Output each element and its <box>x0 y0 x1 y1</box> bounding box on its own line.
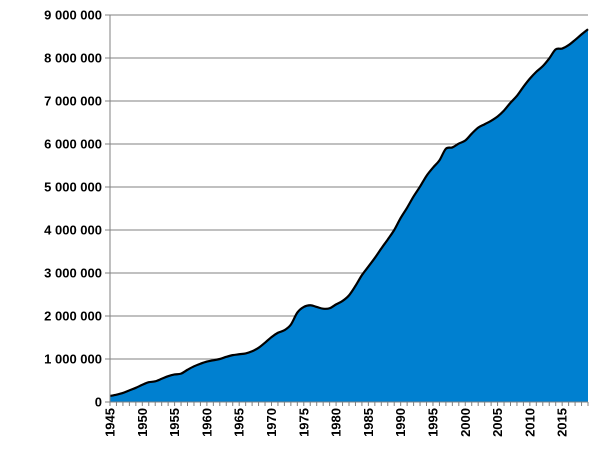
area-fill <box>110 29 588 402</box>
y-tick-label: 0 <box>95 395 102 410</box>
x-tick-label: 1995 <box>425 408 440 437</box>
x-tick-label: 2000 <box>458 408 473 437</box>
y-tick-label: 6 000 000 <box>44 137 102 152</box>
y-tick-label: 4 000 000 <box>44 223 102 238</box>
y-tick-label: 3 000 000 <box>44 266 102 281</box>
x-tick-label: 1975 <box>296 408 311 437</box>
x-tick-label: 2005 <box>490 408 505 437</box>
x-tick-label: 1945 <box>103 408 118 437</box>
y-tick-label: 5 000 000 <box>44 180 102 195</box>
x-tick-label: 2015 <box>555 408 570 437</box>
y-axis-tick-labels: 0 1 000 000 2 000 000 3 000 000 4 000 000 5 0… <box>44 8 102 410</box>
x-axis-tick-labels: 1945 1950 1955 1960 1965 1970 1975 1980 1985 1990… <box>103 408 570 437</box>
series-line <box>109 28 589 398</box>
x-tick-label: 1965 <box>232 408 247 437</box>
x-tick-label: 1960 <box>199 408 214 437</box>
y-tick-label: 9 000 000 <box>44 8 102 23</box>
x-tick-label: 1955 <box>167 408 182 437</box>
y-tick-label: 2 000 000 <box>44 309 102 324</box>
x-tick-label: 2010 <box>522 408 537 437</box>
y-tick-label: 1 000 000 <box>44 352 102 367</box>
axes <box>105 14 589 406</box>
gridlines <box>110 14 588 360</box>
y-tick-label: 8 000 000 <box>44 51 102 66</box>
x-tick-label: 1970 <box>264 408 279 437</box>
x-tick-label: 1950 <box>135 408 150 437</box>
x-tick-label: 1990 <box>393 408 408 437</box>
plot-area <box>109 28 589 402</box>
x-tick-label: 1980 <box>329 408 344 437</box>
y-tick-label: 7 000 000 <box>44 94 102 109</box>
x-tick-label: 1985 <box>361 408 376 437</box>
